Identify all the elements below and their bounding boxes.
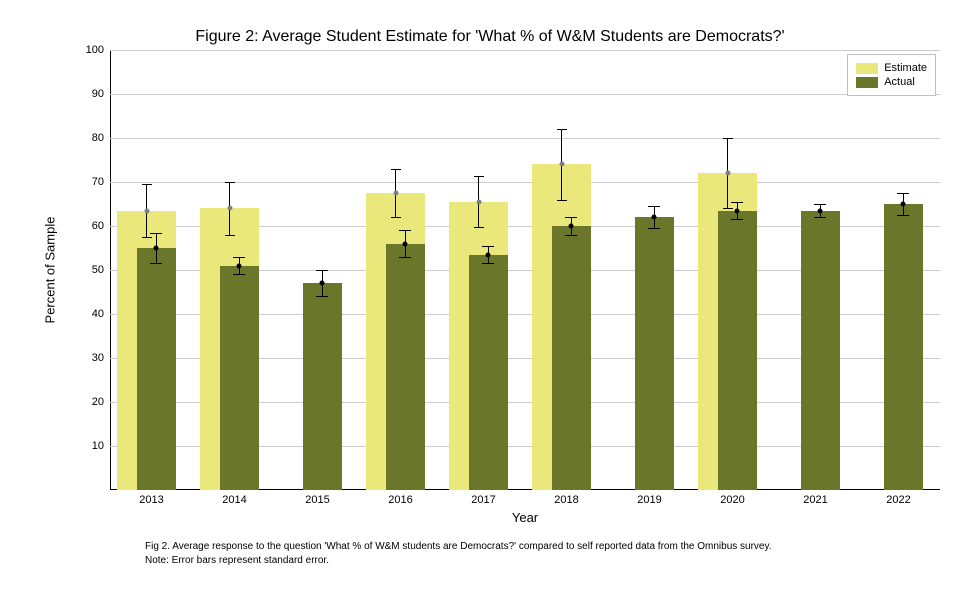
x-tick-label: 2018 [554, 494, 578, 506]
x-tick-label: 2021 [803, 494, 827, 506]
x-tick-label: 2014 [222, 494, 246, 506]
error-cap [233, 257, 245, 258]
error-cap [474, 227, 484, 228]
actual-bar [718, 211, 756, 490]
actual-bar [469, 255, 507, 490]
x-tick-label: 2013 [139, 494, 163, 506]
error-cap [648, 228, 660, 229]
error-marker [227, 206, 232, 211]
error-cap [150, 263, 162, 264]
error-cap [648, 206, 660, 207]
error-marker [154, 246, 159, 251]
error-marker [403, 241, 408, 246]
error-marker [237, 263, 242, 268]
y-tick-label: 10 [92, 440, 104, 452]
error-cap [474, 176, 484, 177]
y-tick-label: 50 [92, 264, 104, 276]
error-marker [569, 224, 574, 229]
y-tick-label: 60 [92, 220, 104, 232]
error-marker [320, 281, 325, 286]
legend-label: Actual [884, 76, 915, 88]
chart-title: Figure 2: Average Student Estimate for '… [0, 28, 980, 46]
error-cap [897, 215, 909, 216]
plot-area: Estimate Actual [110, 50, 940, 490]
gridline [110, 94, 940, 95]
legend-item: Actual [856, 76, 927, 88]
gridline [110, 138, 940, 139]
error-marker [818, 208, 823, 213]
error-cap [565, 217, 577, 218]
chart-caption: Fig 2. Average response to the question … [145, 540, 772, 568]
x-tick-label: 2017 [471, 494, 495, 506]
error-cap [391, 217, 401, 218]
y-tick-label: 80 [92, 132, 104, 144]
y-axis-label: Percent of Sample [43, 217, 58, 324]
error-marker [652, 215, 657, 220]
error-cap [565, 235, 577, 236]
y-tick-label: 40 [92, 308, 104, 320]
error-cap [399, 257, 411, 258]
y-tick-label: 100 [86, 44, 104, 56]
error-cap [225, 182, 235, 183]
x-axis-label: Year [512, 510, 538, 525]
legend-swatch [856, 63, 878, 74]
error-marker [144, 208, 149, 213]
error-marker [735, 208, 740, 213]
error-cap [142, 184, 152, 185]
error-marker [559, 162, 564, 167]
actual-bar [303, 283, 341, 490]
error-marker [486, 252, 491, 257]
actual-bar [386, 244, 424, 490]
error-cap [142, 237, 152, 238]
x-tick-label: 2019 [637, 494, 661, 506]
x-tick-label: 2016 [388, 494, 412, 506]
legend-item: Estimate [856, 62, 927, 74]
figure-container: Figure 2: Average Student Estimate for '… [0, 0, 980, 594]
error-cap [225, 235, 235, 236]
error-marker [901, 202, 906, 207]
error-cap [150, 233, 162, 234]
legend-swatch [856, 77, 878, 88]
error-cap [814, 217, 826, 218]
error-marker [476, 199, 481, 204]
error-marker [393, 191, 398, 196]
error-cap [557, 129, 567, 130]
error-cap [731, 202, 743, 203]
y-tick-label: 30 [92, 352, 104, 364]
error-cap [731, 219, 743, 220]
error-cap [399, 230, 411, 231]
error-marker [725, 171, 730, 176]
error-cap [557, 200, 567, 201]
error-cap [897, 193, 909, 194]
error-cap [723, 138, 733, 139]
actual-bar [220, 266, 258, 490]
y-tick-label: 70 [92, 176, 104, 188]
x-tick-label: 2022 [886, 494, 910, 506]
y-tick-label: 90 [92, 88, 104, 100]
error-cap [814, 204, 826, 205]
actual-bar [801, 211, 839, 490]
actual-bar [552, 226, 590, 490]
x-tick-label: 2020 [720, 494, 744, 506]
x-tick-label: 2015 [305, 494, 329, 506]
actual-bar [137, 248, 175, 490]
legend-label: Estimate [884, 62, 927, 74]
error-cap [482, 263, 494, 264]
error-cap [391, 169, 401, 170]
actual-bar [884, 204, 922, 490]
legend: Estimate Actual [847, 54, 936, 96]
error-cap [482, 246, 494, 247]
error-cap [316, 270, 328, 271]
gridline [110, 50, 940, 51]
error-cap [723, 208, 733, 209]
error-cap [316, 296, 328, 297]
error-cap [233, 274, 245, 275]
actual-bar [635, 217, 673, 490]
y-tick-label: 20 [92, 396, 104, 408]
